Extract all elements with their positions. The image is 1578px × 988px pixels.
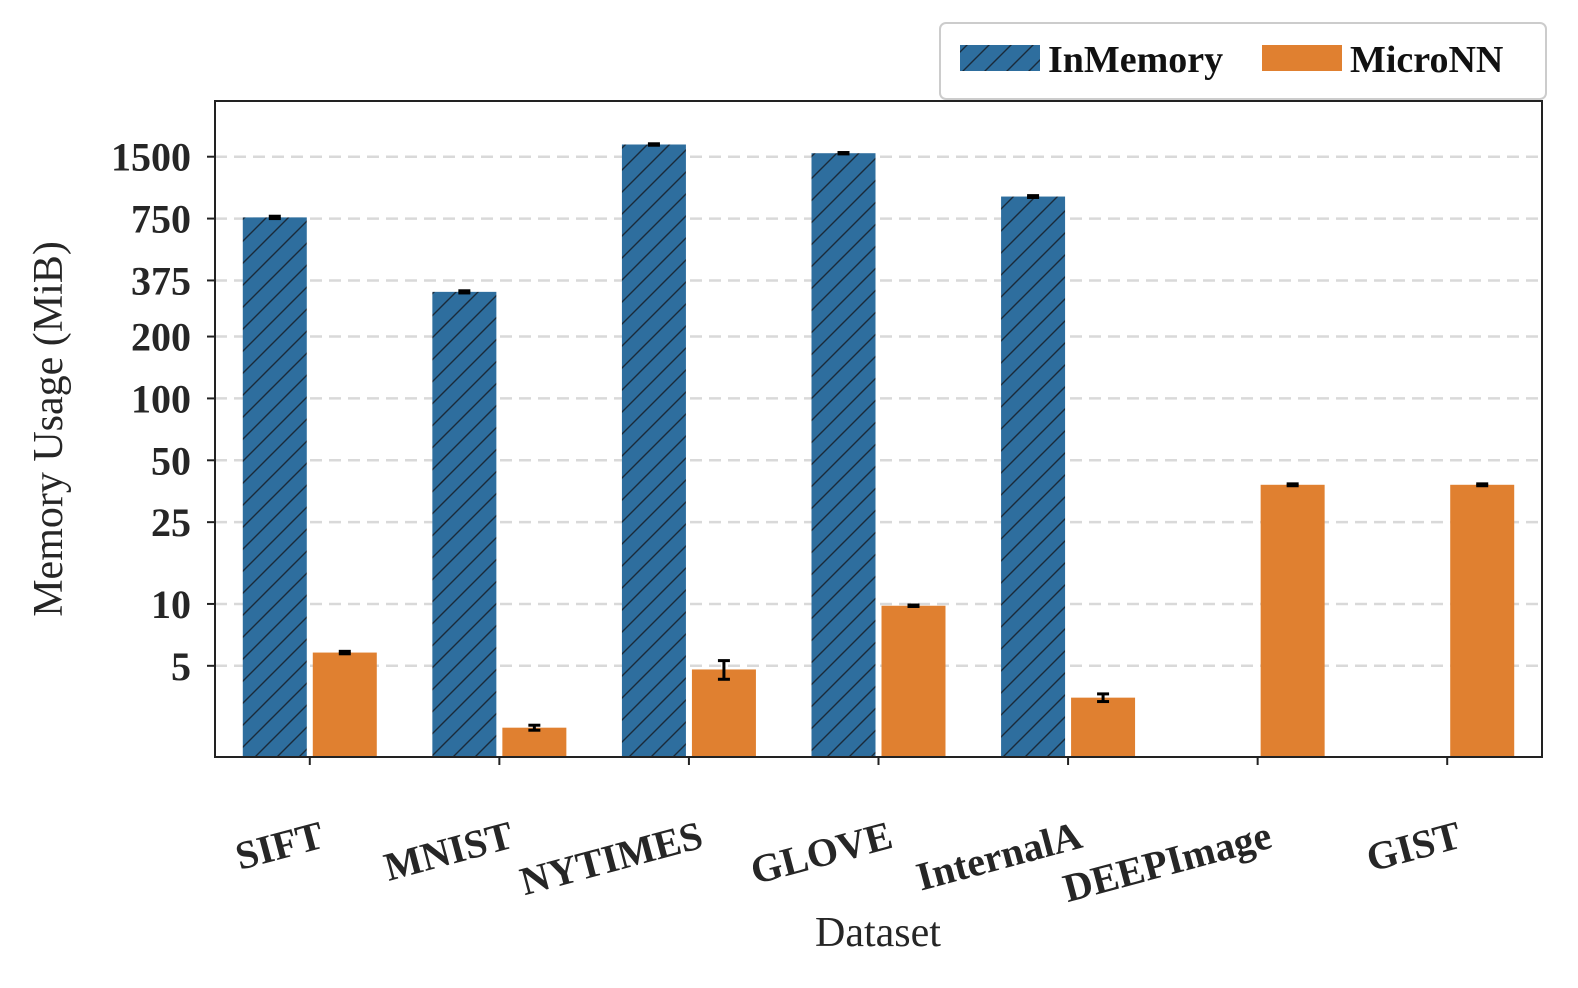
x-tick-label-internala: InternalA — [912, 812, 1087, 899]
bar-inmemory-nytimes — [621, 144, 686, 757]
bar-micronn-glove — [881, 605, 946, 757]
y-tick-label-10: 10 — [151, 582, 191, 627]
x-tick-label-glove: GLOVE — [746, 812, 897, 893]
bar-inmemory-mnist — [432, 291, 497, 757]
plot-frame — [214, 100, 1543, 758]
y-tick-label-50: 50 — [151, 438, 191, 483]
y-axis-title: Memory Usage (MiB) — [26, 241, 72, 617]
legend-label-inmemory: InMemory — [1048, 39, 1223, 81]
x-tick-label-deepimage: DEEPImage — [1058, 812, 1276, 911]
legend-swatch-inmemory — [960, 45, 1040, 71]
x-tick-label-sift: SIFT — [231, 812, 329, 879]
bar-micronn-deepimage — [1260, 484, 1325, 757]
y-tick-label-100: 100 — [131, 376, 191, 421]
bar-inmemory-internala — [1001, 196, 1066, 757]
bar-micronn-mnist — [502, 727, 567, 757]
legend-swatch-micronn — [1262, 45, 1342, 71]
bar-inmemory-sift — [242, 217, 307, 758]
y-tick-label-1500: 1500 — [111, 135, 191, 180]
x-tick-label-nytimes: NYTIMES — [515, 812, 707, 904]
y-tick-label-375: 375 — [131, 258, 191, 303]
x-axis-title: Dataset — [815, 910, 941, 956]
legend: InMemory MicroNN — [939, 22, 1547, 100]
gridlines — [215, 155, 1542, 668]
y-tick-label-25: 25 — [151, 500, 191, 545]
x-tick-label-gist: GIST — [1362, 812, 1466, 880]
y-tick-label-750: 750 — [131, 197, 191, 242]
y-tick-label-200: 200 — [131, 315, 191, 360]
legend-frame — [939, 22, 1547, 100]
legend-label-micronn: MicroNN — [1350, 39, 1503, 81]
bar-micronn-nytimes — [691, 669, 756, 757]
bar-micronn-gist — [1450, 484, 1515, 757]
y-tick-label-5: 5 — [171, 644, 191, 689]
x-tick-label-mnist: MNIST — [379, 812, 518, 889]
bar-micronn-internala — [1071, 697, 1136, 757]
bar-micronn-sift — [312, 652, 377, 757]
bar-inmemory-glove — [811, 153, 876, 758]
bars — [242, 142, 1515, 758]
